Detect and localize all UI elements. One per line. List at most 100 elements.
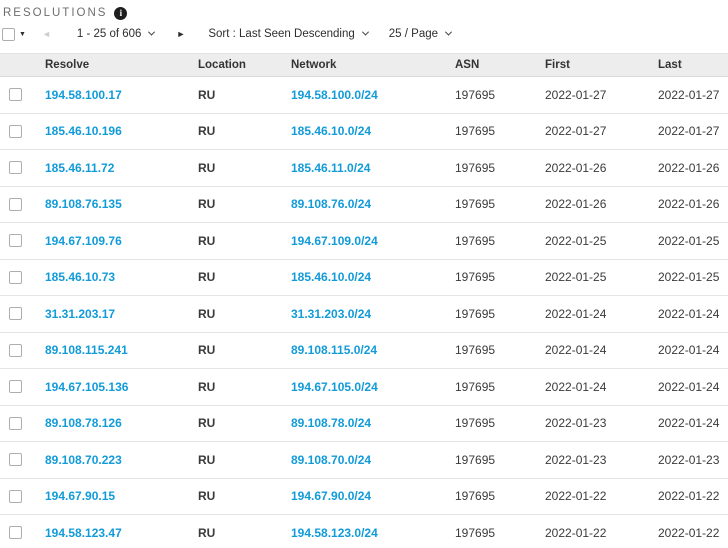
toolbar: ▼ ◄ 1 - 25 of 606 ► Sort : Last Seen Des… — [0, 23, 728, 45]
page-size-dropdown[interactable]: 25 / Page — [389, 28, 453, 40]
location-cell: RU — [198, 416, 216, 431]
last-seen-cell: 2022-01-24 — [658, 416, 720, 431]
resolve-link[interactable]: 89.108.76.135 — [45, 197, 122, 212]
first-seen-cell: 2022-01-25 — [545, 270, 607, 285]
first-seen-cell: 2022-01-22 — [545, 489, 607, 504]
select-all-caret-icon[interactable]: ▼ — [19, 30, 26, 38]
network-link[interactable]: 194.58.100.0/24 — [291, 87, 378, 102]
resolve-link[interactable]: 194.58.100.17 — [45, 87, 122, 102]
column-header-first[interactable]: First — [545, 59, 570, 71]
row-checkbox[interactable] — [9, 307, 22, 321]
asn-cell: 197695 — [455, 233, 496, 248]
asn-cell: 197695 — [455, 87, 496, 102]
network-link[interactable]: 89.108.115.0/24 — [291, 343, 378, 358]
asn-cell: 197695 — [455, 379, 496, 394]
network-link[interactable]: 194.67.105.0/24 — [291, 379, 378, 394]
asn-cell: 197695 — [455, 160, 496, 175]
table-row: 194.58.123.47 RU 194.58.123.0/24 197695 … — [0, 515, 728, 548]
first-seen-cell: 2022-01-24 — [545, 379, 607, 394]
table-row: 194.67.105.136 RU 194.67.105.0/24 197695… — [0, 369, 728, 406]
network-link[interactable]: 185.46.10.0/24 — [291, 124, 372, 139]
first-seen-cell: 2022-01-27 — [545, 87, 607, 102]
first-seen-cell: 2022-01-27 — [545, 124, 607, 139]
first-seen-cell: 2022-01-24 — [545, 343, 607, 358]
resolve-link[interactable]: 89.108.115.241 — [45, 343, 128, 358]
asn-cell: 197695 — [455, 124, 496, 139]
network-link[interactable]: 194.58.123.0/24 — [291, 525, 378, 540]
chevron-down-icon — [444, 28, 453, 36]
pagination-range-dropdown[interactable]: 1 - 25 of 606 — [76, 28, 156, 40]
last-seen-cell: 2022-01-23 — [658, 452, 720, 467]
network-link[interactable]: 89.108.70.0/24 — [291, 452, 372, 467]
asn-cell: 197695 — [455, 343, 496, 358]
row-checkbox[interactable] — [9, 124, 22, 138]
resolutions-table: Resolve Location Network ASN First Last … — [0, 53, 728, 548]
network-link[interactable]: 185.46.11.0/24 — [291, 160, 371, 175]
row-checkbox[interactable] — [9, 526, 22, 540]
row-checkbox[interactable] — [9, 489, 22, 503]
table-row: 185.46.10.196 RU 185.46.10.0/24 197695 2… — [0, 113, 728, 150]
prev-page-icon[interactable]: ◄ — [41, 28, 51, 39]
row-checkbox[interactable] — [9, 416, 22, 430]
chevron-down-icon — [148, 28, 156, 36]
network-link[interactable]: 89.108.78.0/24 — [291, 416, 372, 431]
resolve-link[interactable]: 194.67.105.136 — [45, 379, 129, 394]
network-link[interactable]: 185.46.10.0/24 — [291, 270, 372, 285]
network-link[interactable]: 194.67.90.0/24 — [291, 489, 372, 504]
location-cell: RU — [198, 306, 216, 321]
table-row: 89.108.115.241 RU 89.108.115.0/24 197695… — [0, 332, 728, 369]
select-all-checkbox[interactable] — [2, 27, 15, 41]
resolve-link[interactable]: 194.67.109.76 — [45, 233, 122, 248]
location-cell: RU — [198, 525, 216, 540]
column-header-last[interactable]: Last — [658, 59, 682, 71]
network-link[interactable]: 31.31.203.0/24 — [291, 306, 372, 321]
asn-cell: 197695 — [455, 197, 496, 212]
network-link[interactable]: 194.67.109.0/24 — [291, 233, 378, 248]
resolve-link[interactable]: 185.46.10.196 — [45, 124, 122, 139]
resolve-link[interactable]: 89.108.78.126 — [45, 416, 122, 431]
last-seen-cell: 2022-01-27 — [658, 87, 720, 102]
row-checkbox[interactable] — [9, 270, 22, 284]
info-icon[interactable]: i — [114, 6, 128, 20]
table-row: 185.46.11.72 RU 185.46.11.0/24 197695 20… — [0, 150, 728, 187]
asn-cell: 197695 — [455, 306, 496, 321]
last-seen-cell: 2022-01-27 — [658, 124, 720, 139]
sort-dropdown[interactable]: Sort : Last Seen Descending — [208, 28, 369, 40]
column-header-resolve[interactable]: Resolve — [45, 59, 90, 71]
resolve-link[interactable]: 31.31.203.17 — [45, 306, 116, 321]
last-seen-cell: 2022-01-22 — [658, 489, 720, 504]
row-checkbox[interactable] — [9, 197, 22, 211]
resolve-link[interactable]: 194.58.123.47 — [45, 525, 122, 540]
resolve-link[interactable]: 194.67.90.15 — [45, 489, 116, 504]
next-page-icon[interactable]: ► — [176, 28, 186, 39]
row-checkbox[interactable] — [9, 234, 22, 248]
row-checkbox[interactable] — [9, 453, 22, 467]
table-header-row: Resolve Location Network ASN First Last — [0, 53, 728, 77]
location-cell: RU — [198, 343, 216, 358]
column-header-network[interactable]: Network — [291, 59, 337, 71]
row-checkbox[interactable] — [9, 380, 22, 394]
last-seen-cell: 2022-01-25 — [658, 233, 720, 248]
asn-cell: 197695 — [455, 452, 496, 467]
last-seen-cell: 2022-01-24 — [658, 306, 720, 321]
first-seen-cell: 2022-01-26 — [545, 197, 607, 212]
network-link[interactable]: 89.108.76.0/24 — [291, 197, 372, 212]
pagination-range-label: 1 - 25 of 606 — [76, 28, 142, 40]
resolve-link[interactable]: 185.46.10.73 — [45, 270, 116, 285]
resolve-link[interactable]: 185.46.11.72 — [45, 160, 115, 175]
row-checkbox[interactable] — [9, 88, 22, 102]
first-seen-cell: 2022-01-23 — [545, 416, 607, 431]
row-checkbox[interactable] — [9, 343, 22, 357]
table-row: 185.46.10.73 RU 185.46.10.0/24 197695 20… — [0, 259, 728, 296]
resolve-link[interactable]: 89.108.70.223 — [45, 452, 122, 467]
row-checkbox[interactable] — [9, 161, 22, 175]
column-header-location[interactable]: Location — [198, 59, 246, 71]
last-seen-cell: 2022-01-24 — [658, 343, 720, 358]
asn-cell: 197695 — [455, 525, 496, 540]
column-header-asn[interactable]: ASN — [455, 59, 480, 71]
table-row: 89.108.70.223 RU 89.108.70.0/24 197695 2… — [0, 442, 728, 479]
table-row: 89.108.78.126 RU 89.108.78.0/24 197695 2… — [0, 405, 728, 442]
sort-label: Sort : Last Seen Descending — [208, 28, 355, 40]
location-cell: RU — [198, 233, 216, 248]
